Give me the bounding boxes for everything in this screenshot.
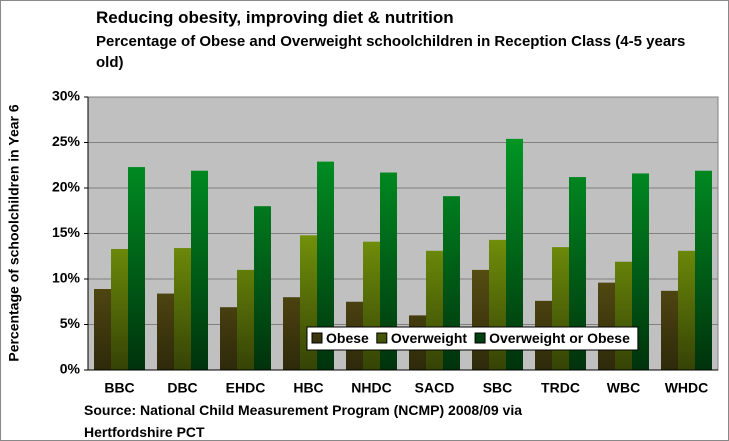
bar	[380, 172, 397, 370]
bar	[317, 161, 334, 370]
chart-subtitle: Percentage of Obese and Overweight schoo…	[96, 33, 686, 71]
legend: Obese Overweight Overweight or Obese	[306, 326, 639, 351]
bar	[472, 269, 489, 370]
x-tick-label: TRDC	[541, 380, 580, 396]
x-tick-label: WHDC	[665, 380, 709, 396]
y-tick-label: 10%	[52, 270, 81, 286]
legend-label: Overweight	[391, 330, 468, 346]
bar	[615, 261, 632, 370]
chart-source: Source: National Child Measurement Progr…	[84, 402, 523, 440]
bar	[552, 247, 569, 370]
bar	[128, 167, 145, 370]
bar	[661, 290, 678, 370]
bar	[283, 297, 300, 370]
y-tick-label: 5%	[60, 315, 81, 331]
bar	[220, 307, 237, 370]
bar	[598, 282, 615, 370]
legend-box	[306, 326, 639, 351]
x-tick-label: WBC	[607, 380, 640, 396]
bar	[695, 170, 712, 370]
legend-swatch	[311, 332, 323, 344]
bar	[632, 173, 649, 370]
bar	[237, 269, 254, 370]
y-axis-label: Percentage of schoolchildren in Year 6	[6, 104, 22, 361]
bar	[426, 250, 443, 370]
bar	[157, 293, 174, 370]
bar	[363, 241, 380, 370]
x-tick-label: EHDC	[226, 380, 266, 396]
x-tick-label: SACD	[415, 380, 455, 396]
bar	[506, 138, 523, 370]
y-tick-label: 30%	[52, 88, 81, 104]
legend-swatch	[474, 332, 486, 344]
legend-label: Obese	[326, 330, 369, 346]
y-tick-label: 15%	[52, 224, 81, 240]
x-tick-label: BBC	[104, 380, 134, 396]
y-tick-label: 20%	[52, 179, 81, 195]
legend-label: Overweight or Obese	[489, 330, 630, 346]
bar	[569, 177, 586, 370]
x-tick-label: DBC	[167, 380, 197, 396]
bar	[174, 248, 191, 370]
bar	[678, 250, 695, 370]
x-tick-label: NHDC	[351, 380, 391, 396]
legend-swatch	[376, 332, 388, 344]
y-tick-label: 25%	[52, 133, 81, 149]
chart-title: Reducing obesity, improving diet & nutri…	[96, 8, 454, 27]
bar	[191, 170, 208, 370]
x-tick-label: SBC	[483, 380, 513, 396]
bar	[111, 248, 128, 370]
bar	[94, 289, 111, 370]
bar	[254, 206, 271, 370]
x-tick-label: HBC	[293, 380, 323, 396]
y-tick-label: 0%	[60, 361, 81, 377]
